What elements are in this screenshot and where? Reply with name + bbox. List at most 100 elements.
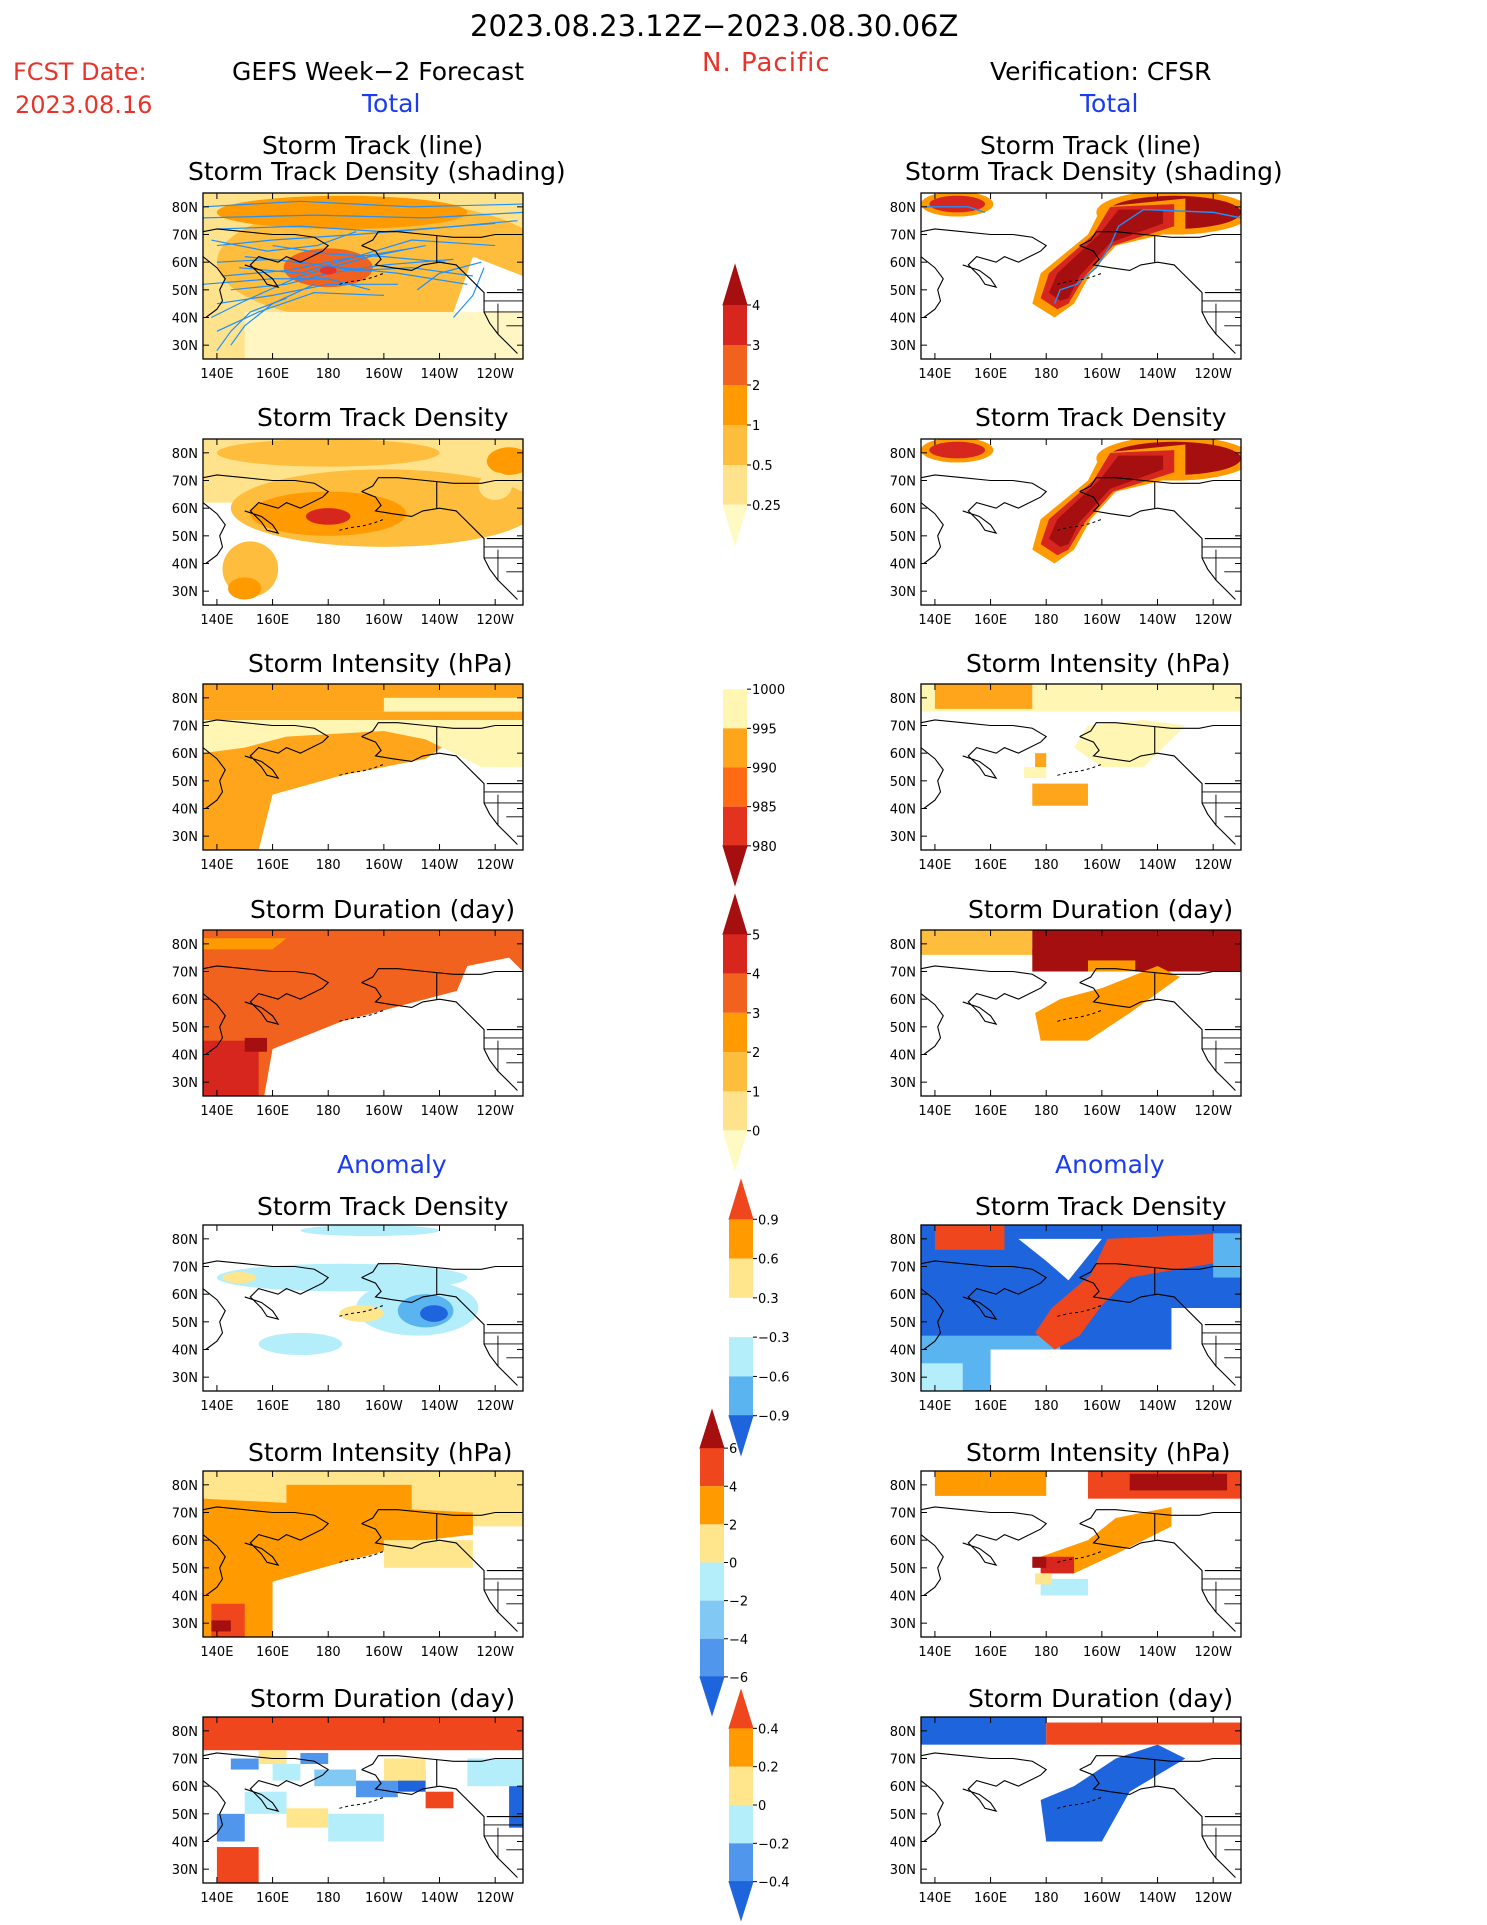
y-tick-label: 80N bbox=[890, 692, 916, 707]
coastline bbox=[361, 477, 523, 493]
duration-fill bbox=[453, 957, 523, 1005]
coastline bbox=[921, 993, 944, 1055]
y-tick-label: 50N bbox=[890, 530, 916, 545]
coastline bbox=[203, 502, 226, 564]
colorbar-label: −4 bbox=[729, 1633, 748, 1648]
anomaly-fill bbox=[1040, 1578, 1088, 1596]
colorbar-swatch bbox=[723, 689, 747, 729]
storm-track-line bbox=[203, 278, 371, 291]
coastline bbox=[203, 747, 226, 809]
coastline bbox=[1079, 1509, 1241, 1525]
y-tick-label: 50N bbox=[890, 775, 916, 790]
colorbar-label: 0 bbox=[729, 1557, 737, 1572]
map-field bbox=[921, 1471, 1241, 1632]
colorbar-label: 0 bbox=[752, 1125, 760, 1140]
coastline bbox=[203, 965, 330, 1025]
colorbar-label: 980 bbox=[752, 840, 777, 855]
y-tick-label: 70N bbox=[890, 475, 916, 490]
y-tick-label: 60N bbox=[890, 747, 916, 762]
duration-fill bbox=[1087, 960, 1136, 972]
panel-title-duration-anom-right: Storm Duration (day) bbox=[968, 1684, 1234, 1713]
colorbar-swatch bbox=[723, 767, 747, 807]
x-tick-label: 160W bbox=[365, 1891, 403, 1906]
anomaly-fill bbox=[211, 1620, 231, 1632]
coastline bbox=[1079, 722, 1241, 738]
y-tick-label: 30N bbox=[172, 1371, 198, 1386]
anomaly-fill bbox=[921, 1363, 963, 1391]
coastline bbox=[921, 965, 1048, 1025]
map-border bbox=[920, 1716, 1242, 1884]
aleutian-islands bbox=[339, 518, 385, 531]
y-tick-label: 70N bbox=[172, 1507, 198, 1522]
y-tick-label: 30N bbox=[890, 1863, 916, 1878]
colorbar-swatch bbox=[723, 973, 747, 1013]
x-tick-label: 160E bbox=[974, 367, 1007, 382]
x-tick-label: 140E bbox=[200, 1104, 233, 1119]
colorbar-label: 1000 bbox=[752, 683, 785, 698]
x-tick-label: 140E bbox=[200, 1399, 233, 1414]
coastline bbox=[1079, 982, 1236, 1091]
x-tick-label: 140W bbox=[1139, 1399, 1177, 1414]
density-fill bbox=[244, 311, 523, 359]
coastline bbox=[361, 1769, 518, 1878]
duration-fill bbox=[244, 1037, 267, 1052]
y-tick-label: 70N bbox=[890, 720, 916, 735]
map-left-duration-anomaly: 140E 160E 180 160W 140W 120W 30N 40N 50N 60N 70N 80… bbox=[172, 1716, 524, 1906]
map-field bbox=[203, 930, 523, 1096]
y-tick-label: 40N bbox=[172, 803, 198, 818]
region-title: N. Pacific bbox=[702, 48, 831, 78]
colorbar-label: 0.9 bbox=[758, 1213, 779, 1228]
y-tick-label: 80N bbox=[890, 938, 916, 953]
aleutian-islands bbox=[339, 1796, 385, 1809]
x-tick-label: 160W bbox=[365, 367, 403, 382]
map-left-track-lines: 140E 160E 180 160W 140W 120W 30N 40N 50N 60N 70N 80… bbox=[172, 192, 524, 382]
x-tick-label: 180 bbox=[316, 1891, 341, 1906]
colorbar-swatch bbox=[723, 934, 747, 974]
colorbar-label: 995 bbox=[752, 722, 777, 737]
colorbar-swatch bbox=[728, 1415, 754, 1457]
storm-track-line bbox=[272, 244, 446, 263]
colorbar-swatch bbox=[729, 1297, 753, 1338]
map-field bbox=[921, 1717, 1241, 1878]
panel-title-density-left: Storm Track Density bbox=[257, 403, 509, 432]
storm-center bbox=[319, 266, 337, 275]
colorbar-swatch bbox=[728, 1178, 754, 1220]
anomaly-fill bbox=[1032, 1556, 1047, 1568]
x-tick-label: 160E bbox=[256, 613, 289, 628]
storm-track-line bbox=[1053, 208, 1241, 304]
colorbar-swatch bbox=[723, 806, 747, 846]
coastline bbox=[361, 1509, 523, 1525]
y-tick-label: 50N bbox=[890, 1316, 916, 1331]
x-tick-label: 160W bbox=[1083, 1891, 1121, 1906]
intensity-fill bbox=[1023, 767, 1047, 779]
density-fill bbox=[216, 195, 468, 229]
storm-track-line bbox=[216, 297, 287, 352]
density-fill bbox=[216, 439, 440, 467]
x-tick-label: 140W bbox=[1139, 1104, 1177, 1119]
map-field bbox=[203, 684, 523, 850]
map-border bbox=[920, 192, 1242, 360]
x-tick-label: 120W bbox=[1194, 1891, 1232, 1906]
colorbar-duration-anomaly: 0.4 0.2 0 −0.2 −0.4 bbox=[728, 1688, 790, 1922]
y-tick-label: 40N bbox=[172, 1836, 198, 1851]
y-tick-label: 30N bbox=[890, 830, 916, 845]
x-tick-label: 180 bbox=[1034, 1104, 1059, 1119]
y-tick-label: 50N bbox=[172, 1808, 198, 1823]
panel-title-track-line-right: Storm Track (line) bbox=[980, 131, 1202, 160]
map-field bbox=[921, 439, 1241, 600]
colorbar-swatch bbox=[700, 1448, 724, 1487]
anomaly-fill bbox=[383, 1540, 473, 1568]
colorbar-swatch bbox=[722, 1130, 748, 1172]
duration-fill bbox=[1032, 949, 1241, 955]
x-tick-label: 140E bbox=[918, 1104, 951, 1119]
y-tick-label: 80N bbox=[172, 201, 198, 216]
y-tick-label: 80N bbox=[890, 1479, 916, 1494]
map-right-duration: 140E 160E 180 160W 140W 120W 30N 40N 50N 60N 70N 80… bbox=[890, 929, 1242, 1119]
x-tick-label: 140W bbox=[1139, 1891, 1177, 1906]
x-tick-label: 120W bbox=[476, 1891, 514, 1906]
colorbar-density-anomaly: 0.9 0.6 0.3 −0.3 −0.6 −0.9 bbox=[728, 1178, 790, 1457]
x-tick-label: 140E bbox=[200, 1891, 233, 1906]
y-tick-label: 60N bbox=[172, 256, 198, 271]
x-tick-label: 120W bbox=[476, 1399, 514, 1414]
storm-track-line bbox=[452, 267, 485, 318]
